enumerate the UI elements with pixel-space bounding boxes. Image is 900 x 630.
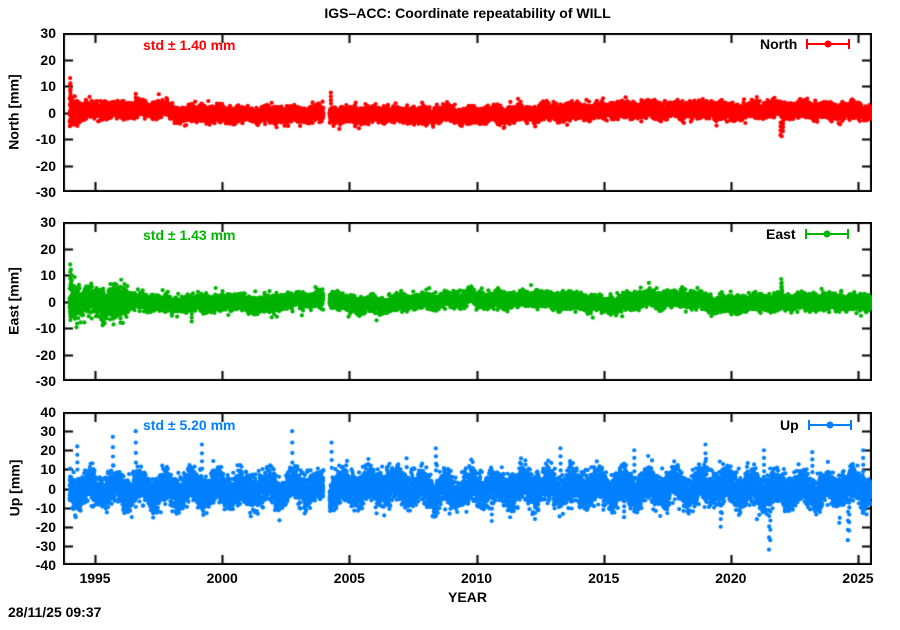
north-y-tick: 0 <box>48 104 56 121</box>
east-y-tick: -10 <box>35 320 56 336</box>
east-y-tick: 0 <box>48 293 56 310</box>
x-axis-label: YEAR <box>448 589 487 605</box>
east-y-tick: -20 <box>35 346 56 363</box>
up-y-tick: 20 <box>40 442 56 459</box>
east-std-annotation: std ± 1.43 mm <box>143 227 236 243</box>
chart-title: IGS–ACC: Coordinate repeatability of WIL… <box>324 5 611 21</box>
north-std-annotation: std ± 1.40 mm <box>143 37 236 53</box>
x-tick: 2000 <box>206 570 238 586</box>
up-y-tick: 30 <box>40 423 56 440</box>
plot-timestamp: 28/11/25 09:37 <box>8 604 102 620</box>
up-y-tick: 0 <box>48 480 56 497</box>
east-errorbar-icon <box>804 229 849 239</box>
up-y-tick: 40 <box>40 404 56 420</box>
east-legend: East <box>766 226 850 242</box>
x-tick: 1995 <box>79 570 111 586</box>
north-legend: North <box>760 36 851 52</box>
east-y-tick: 20 <box>40 240 56 257</box>
east-y-tick: -30 <box>35 373 56 389</box>
up-plot-canvas <box>63 412 872 565</box>
north-y-tick: 10 <box>40 78 56 94</box>
up-errorbar-icon <box>807 420 852 430</box>
x-tick: 2010 <box>460 570 493 586</box>
up-y-tick: -10 <box>35 499 56 516</box>
x-tick: 2015 <box>588 570 620 586</box>
up-y-tick: -20 <box>35 518 56 535</box>
north-legend-label: North <box>760 36 798 52</box>
up-y-tick: -40 <box>35 557 56 573</box>
up-y-tick: -30 <box>35 537 56 554</box>
east-plot-canvas <box>63 222 872 381</box>
east-legend-label: East <box>766 226 796 242</box>
north-y-tick: -20 <box>35 157 56 174</box>
north-y-tick: 20 <box>40 51 56 68</box>
north-y-tick: -30 <box>35 184 56 200</box>
x-tick: 2005 <box>333 570 365 586</box>
up-legend: Up <box>780 417 853 433</box>
up-legend-label: Up <box>780 417 799 433</box>
north-y-tick: 30 <box>40 25 56 41</box>
up-std-annotation: std ± 5.20 mm <box>143 417 236 433</box>
up-y-tick: 10 <box>40 461 56 478</box>
north-errorbar-icon <box>806 39 851 49</box>
x-tick: 2025 <box>842 570 874 586</box>
east-y-tick: 10 <box>40 267 56 283</box>
east-y-tick: 30 <box>40 214 56 230</box>
north-plot-canvas <box>63 33 872 192</box>
x-tick: 2020 <box>715 570 747 586</box>
north-y-tick: -10 <box>35 131 56 147</box>
